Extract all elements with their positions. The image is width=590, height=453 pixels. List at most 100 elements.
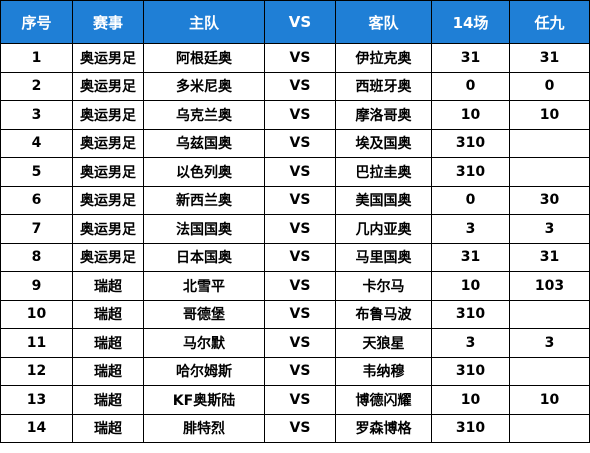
cell-vs: VS — [264, 356, 336, 386]
cell-14-games: 3 — [431, 328, 510, 358]
cell-pick-nine — [509, 413, 590, 443]
cell-pick-nine: 31 — [509, 242, 590, 272]
table-body: 1 奥运男足 阿根廷奥 VS 伊拉克奥 31 31 2 奥运男足 多米尼奥 VS 西班牙奥 0 0 3 奥运男… — [0, 43, 590, 443]
cell-vs: VS — [264, 157, 336, 187]
cell-event: 奥运男足 — [72, 242, 144, 272]
cell-pick-nine: 31 — [509, 43, 590, 73]
cell-home-team: 多米尼奥 — [143, 71, 265, 101]
cell-event: 奥运男足 — [72, 128, 144, 158]
cell-14-games: 310 — [431, 299, 510, 329]
cell-event: 瑞超 — [72, 356, 144, 386]
cell-home-team: KF奥斯陆 — [143, 385, 265, 415]
cell-event: 奥运男足 — [72, 214, 144, 244]
cell-seq: 5 — [0, 157, 73, 187]
cell-seq: 12 — [0, 356, 73, 386]
cell-away-team: 天狼星 — [335, 328, 432, 358]
table-row: 2 奥运男足 多米尼奥 VS 西班牙奥 0 0 — [0, 71, 590, 101]
cell-away-team: 博德闪耀 — [335, 385, 432, 415]
cell-vs: VS — [264, 185, 336, 215]
cell-home-team: 日本国奥 — [143, 242, 265, 272]
table-row: 4 奥运男足 乌兹国奥 VS 埃及国奥 310 — [0, 128, 590, 158]
cell-home-team: 法国国奥 — [143, 214, 265, 244]
cell-vs: VS — [264, 71, 336, 101]
cell-14-games: 31 — [431, 242, 510, 272]
cell-event: 奥运男足 — [72, 185, 144, 215]
cell-14-games: 0 — [431, 185, 510, 215]
header-event: 赛事 — [72, 0, 144, 44]
cell-event: 瑞超 — [72, 299, 144, 329]
table-row: 3 奥运男足 乌克兰奥 VS 摩洛哥奥 10 10 — [0, 100, 590, 130]
cell-event: 奥运男足 — [72, 43, 144, 73]
cell-event: 瑞超 — [72, 271, 144, 301]
cell-seq: 11 — [0, 328, 73, 358]
cell-vs: VS — [264, 43, 336, 73]
cell-14-games: 10 — [431, 271, 510, 301]
table-row: 1 奥运男足 阿根廷奥 VS 伊拉克奥 31 31 — [0, 43, 590, 73]
cell-vs: VS — [264, 242, 336, 272]
cell-home-team: 阿根廷奥 — [143, 43, 265, 73]
cell-seq: 6 — [0, 185, 73, 215]
table-row: 8 奥运男足 日本国奥 VS 马里国奥 31 31 — [0, 242, 590, 272]
cell-vs: VS — [264, 299, 336, 329]
cell-away-team: 摩洛哥奥 — [335, 100, 432, 130]
cell-home-team: 哥德堡 — [143, 299, 265, 329]
cell-seq: 14 — [0, 413, 73, 443]
table-header: 序号 赛事 主队 VS 客队 14场 任九 — [0, 0, 590, 44]
table-row: 6 奥运男足 新西兰奥 VS 美国国奥 0 30 — [0, 185, 590, 215]
cell-home-team: 乌克兰奥 — [143, 100, 265, 130]
cell-away-team: 卡尔马 — [335, 271, 432, 301]
lottery-picks-table: 序号 赛事 主队 VS 客队 14场 任九 1 奥运男足 阿根廷奥 VS 伊拉克奥 31 3… — [0, 0, 590, 443]
header-14-games: 14场 — [431, 0, 510, 44]
cell-away-team: 美国国奥 — [335, 185, 432, 215]
cell-vs: VS — [264, 214, 336, 244]
cell-seq: 9 — [0, 271, 73, 301]
cell-14-games: 3 — [431, 214, 510, 244]
header-home-team: 主队 — [143, 0, 265, 44]
cell-14-games: 310 — [431, 356, 510, 386]
cell-14-games: 31 — [431, 43, 510, 73]
cell-home-team: 以色列奥 — [143, 157, 265, 187]
cell-pick-nine: 10 — [509, 100, 590, 130]
cell-vs: VS — [264, 413, 336, 443]
table-row: 11 瑞超 马尔默 VS 天狼星 3 3 — [0, 328, 590, 358]
cell-event: 奥运男足 — [72, 100, 144, 130]
cell-away-team: 罗森博格 — [335, 413, 432, 443]
cell-away-team: 马里国奥 — [335, 242, 432, 272]
cell-vs: VS — [264, 328, 336, 358]
cell-vs: VS — [264, 385, 336, 415]
table-row: 7 奥运男足 法国国奥 VS 几内亚奥 3 3 — [0, 214, 590, 244]
cell-vs: VS — [264, 271, 336, 301]
cell-pick-nine: 103 — [509, 271, 590, 301]
cell-away-team: 几内亚奥 — [335, 214, 432, 244]
cell-pick-nine: 3 — [509, 328, 590, 358]
table-row: 9 瑞超 北雪平 VS 卡尔马 10 103 — [0, 271, 590, 301]
cell-event: 奥运男足 — [72, 71, 144, 101]
table-row: 14 瑞超 腓特烈 VS 罗森博格 310 — [0, 413, 590, 443]
cell-event: 瑞超 — [72, 385, 144, 415]
header-pick-nine: 任九 — [509, 0, 590, 44]
cell-pick-nine — [509, 128, 590, 158]
cell-pick-nine — [509, 157, 590, 187]
cell-pick-nine: 10 — [509, 385, 590, 415]
table-row: 12 瑞超 哈尔姆斯 VS 韦纳穆 310 — [0, 356, 590, 386]
cell-pick-nine: 3 — [509, 214, 590, 244]
cell-14-games: 310 — [431, 157, 510, 187]
cell-14-games: 310 — [431, 413, 510, 443]
cell-seq: 3 — [0, 100, 73, 130]
cell-event: 瑞超 — [72, 328, 144, 358]
cell-home-team: 新西兰奥 — [143, 185, 265, 215]
cell-pick-nine — [509, 299, 590, 329]
cell-pick-nine: 0 — [509, 71, 590, 101]
cell-vs: VS — [264, 100, 336, 130]
header-row: 序号 赛事 主队 VS 客队 14场 任九 — [0, 0, 590, 44]
cell-14-games: 0 — [431, 71, 510, 101]
header-away-team: 客队 — [335, 0, 432, 44]
cell-pick-nine — [509, 356, 590, 386]
cell-away-team: 伊拉克奥 — [335, 43, 432, 73]
header-vs: VS — [264, 0, 336, 44]
cell-seq: 13 — [0, 385, 73, 415]
cell-seq: 2 — [0, 71, 73, 101]
table-row: 5 奥运男足 以色列奥 VS 巴拉圭奥 310 — [0, 157, 590, 187]
cell-event: 奥运男足 — [72, 157, 144, 187]
cell-home-team: 哈尔姆斯 — [143, 356, 265, 386]
